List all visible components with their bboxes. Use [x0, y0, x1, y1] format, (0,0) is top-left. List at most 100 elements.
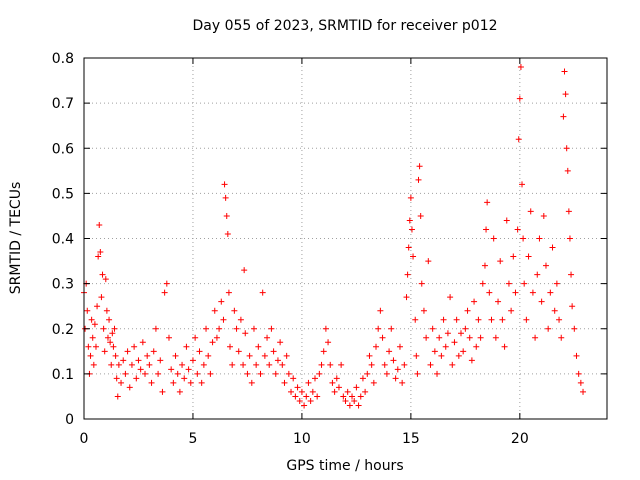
data-point: [427, 361, 434, 368]
data-point: [338, 361, 345, 368]
data-point: [523, 316, 530, 323]
data-point: [87, 352, 94, 359]
data-point: [270, 348, 277, 355]
y-tick-label: 0.3: [52, 277, 74, 293]
data-point: [242, 330, 249, 337]
data-point: [362, 388, 369, 395]
data-point: [412, 316, 419, 323]
y-tick-label: 0.2: [52, 322, 74, 338]
data-point: [189, 357, 196, 364]
data-point: [216, 325, 223, 332]
data-point: [264, 334, 271, 341]
data-point: [353, 384, 360, 391]
data-point: [515, 136, 522, 143]
data-point: [88, 316, 95, 323]
data-point: [241, 267, 248, 274]
data-point: [379, 334, 386, 341]
data-point: [381, 361, 388, 368]
data-point: [404, 271, 411, 278]
data-point: [318, 361, 325, 368]
data-point: [545, 325, 552, 332]
data-point: [94, 303, 101, 310]
data-point: [346, 402, 353, 409]
data-point: [135, 357, 142, 364]
data-point: [168, 366, 175, 373]
data-point: [562, 91, 569, 98]
data-point: [413, 352, 420, 359]
data-point: [139, 339, 146, 346]
y-tick-label: 0.7: [52, 96, 74, 112]
data-point: [329, 379, 336, 386]
data-point: [163, 280, 170, 287]
data-point: [240, 361, 247, 368]
data-point: [344, 388, 351, 395]
data-point: [521, 280, 528, 287]
data-point: [357, 393, 364, 400]
data-point: [529, 289, 536, 296]
data-point: [464, 307, 471, 314]
data-point: [497, 258, 504, 265]
data-point: [415, 176, 422, 183]
data-point: [233, 325, 240, 332]
data-point: [131, 343, 138, 350]
data-point: [349, 393, 356, 400]
data-point: [99, 271, 106, 278]
data-point: [90, 361, 97, 368]
data-point: [499, 316, 506, 323]
data-point: [355, 402, 362, 409]
data-point: [512, 289, 519, 296]
data-point: [257, 370, 264, 377]
data-point: [342, 397, 349, 404]
data-point: [283, 352, 290, 359]
data-point: [165, 334, 172, 341]
data-point: [394, 366, 401, 373]
data-point: [563, 145, 570, 152]
data-point: [126, 384, 133, 391]
data-point: [111, 325, 118, 332]
data-point: [471, 298, 478, 305]
data-point: [383, 370, 390, 377]
data-point: [536, 235, 543, 242]
data-point: [359, 375, 366, 382]
data-point: [176, 388, 183, 395]
data-point: [484, 199, 491, 206]
data-point: [420, 307, 427, 314]
data-point: [516, 95, 523, 102]
data-point: [386, 348, 393, 355]
data-point: [142, 370, 149, 377]
data-point: [575, 370, 582, 377]
data-point: [327, 361, 334, 368]
data-point: [285, 370, 292, 377]
data-point: [225, 289, 232, 296]
data-point: [185, 366, 192, 373]
data-point: [110, 343, 117, 350]
data-point: [490, 235, 497, 242]
data-point: [221, 181, 228, 188]
data-point: [89, 334, 96, 341]
data-point: [483, 226, 490, 233]
data-point: [255, 343, 262, 350]
data-point: [194, 370, 201, 377]
data-point: [205, 352, 212, 359]
data-point: [253, 361, 260, 368]
data-point: [364, 370, 371, 377]
data-point: [296, 397, 303, 404]
data-point: [96, 221, 103, 228]
data-point: [417, 212, 424, 219]
data-point: [481, 262, 488, 269]
data-point: [477, 334, 484, 341]
data-point: [577, 379, 584, 386]
data-point: [100, 325, 107, 332]
data-point: [331, 388, 338, 395]
data-point: [223, 212, 230, 219]
data-point: [540, 212, 547, 219]
data-point: [566, 235, 573, 242]
data-point: [211, 307, 218, 314]
data-point: [407, 194, 414, 201]
y-tick-label: 0: [65, 412, 74, 428]
x-tick-label: 15: [402, 431, 420, 447]
data-point: [325, 339, 332, 346]
data-point: [396, 343, 403, 350]
data-point: [172, 352, 179, 359]
data-point: [220, 316, 227, 323]
